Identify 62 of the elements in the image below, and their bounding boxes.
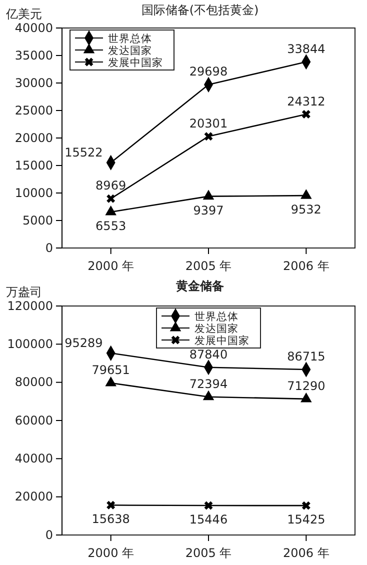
data-label: 24312 [287, 94, 326, 108]
legend-label: 发达国家 [108, 44, 152, 57]
y-tick-label: 20000 [14, 130, 53, 145]
data-label: 15425 [287, 512, 326, 527]
x-tick-label: 2006 年 [282, 546, 330, 560]
point [106, 500, 116, 510]
point [105, 205, 116, 216]
y-tick-label: 15000 [14, 158, 53, 172]
point [302, 501, 310, 510]
x-tick-label: 2006 年 [282, 259, 330, 274]
y-tick-label: 35000 [14, 48, 53, 62]
x-tick-label: 2000 年 [88, 259, 134, 274]
y-tick-label: 0 [45, 528, 53, 542]
x-tick-label: 2000 年 [88, 546, 134, 560]
y-tick-label: 40000 [14, 452, 53, 466]
y-tick-label: 5000 [22, 213, 53, 228]
data-label: 95289 [64, 336, 103, 350]
chart-title: 国际储备(不包括黄金) [141, 3, 259, 17]
point [105, 376, 116, 386]
data-label: 71290 [287, 378, 326, 393]
chart-title: 黄金储备 [175, 279, 224, 293]
point [300, 392, 312, 402]
y-tick-label: 25000 [14, 103, 53, 118]
data-label: 9532 [290, 202, 322, 217]
legend-label: 发展中国家 [108, 56, 163, 69]
data-label: 86715 [287, 350, 326, 364]
point [300, 189, 312, 199]
x-tick-label: 2005 年 [185, 546, 232, 560]
y-tick-label: 60000 [14, 413, 53, 428]
point [202, 190, 214, 200]
point [204, 501, 213, 510]
data-label: 33844 [287, 42, 326, 56]
data-label: 15638 [92, 512, 130, 526]
legend-label: 发展中国家 [194, 334, 250, 347]
data-label: 72394 [189, 376, 228, 391]
y-tick-label: 120000 [7, 298, 53, 313]
y-tick-label: 20000 [14, 490, 53, 504]
x-tick-label: 2005 年 [185, 259, 232, 274]
legend-label: 发达国家 [194, 322, 238, 335]
y-tick-label: 80000 [14, 375, 53, 390]
y-tick-label: 100000 [7, 337, 53, 352]
y-axis-title: 万盎司 [6, 285, 42, 299]
y-tick-label: 40000 [14, 20, 53, 35]
y-tick-label: 10000 [14, 186, 53, 200]
data-label: 29698 [189, 64, 228, 79]
y-tick-label: 30000 [14, 76, 53, 90]
point [204, 132, 213, 141]
point [302, 110, 310, 119]
data-label: 15522 [64, 146, 103, 160]
data-label: 15446 [189, 512, 228, 527]
legend-label: 世界总体 [194, 310, 238, 323]
data-label: 8969 [96, 178, 126, 193]
data-label: 9397 [193, 203, 224, 218]
y-tick-label: 0 [45, 240, 53, 255]
legend-label: 世界总体 [108, 32, 152, 45]
point [106, 194, 116, 203]
data-label: 87840 [189, 347, 228, 362]
data-label: 20301 [189, 116, 228, 130]
point [202, 390, 214, 400]
data-label: 79651 [92, 363, 130, 377]
data-label: 6553 [96, 218, 126, 233]
y-axis-title: 亿美元 [5, 7, 42, 21]
